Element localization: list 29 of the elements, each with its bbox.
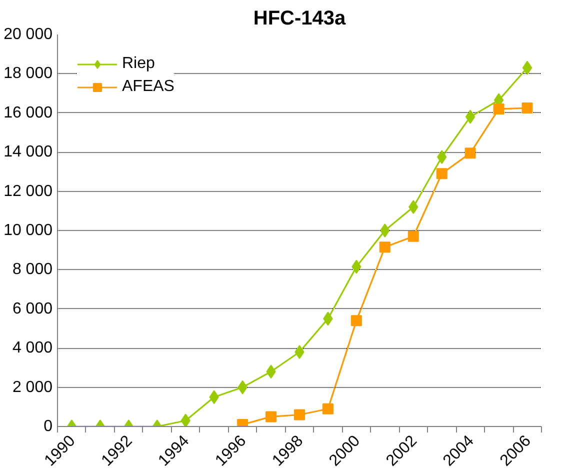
chart-title: HFC-143a — [253, 8, 347, 30]
point — [522, 60, 532, 75]
point — [294, 409, 305, 420]
y-tick-label: 2 000 — [12, 378, 53, 396]
y-tick-label: 10 000 — [4, 222, 53, 239]
point — [465, 110, 476, 124]
point — [408, 230, 419, 242]
legend-label: Riep — [122, 55, 155, 73]
point — [322, 403, 334, 414]
point — [266, 411, 277, 422]
y-tick-label: 4 000 — [12, 340, 53, 357]
point — [437, 150, 447, 164]
y-tick-label: 6 000 — [12, 300, 53, 318]
point — [180, 414, 190, 426]
point — [379, 242, 390, 253]
point — [380, 224, 390, 238]
y-tick-label: 0 — [44, 418, 53, 435]
point — [350, 315, 362, 326]
y-tick-label: 18 000 — [4, 65, 53, 82]
y-tick-label: 16 000 — [4, 104, 53, 122]
point — [436, 168, 448, 180]
y-tick-label: 20 000 — [4, 26, 53, 43]
y-tick-label: 14 000 — [4, 144, 53, 161]
point — [493, 103, 504, 114]
legend-label: AFEAS — [122, 78, 174, 96]
point — [522, 102, 533, 114]
y-tick-label: 8 000 — [12, 261, 53, 278]
y-tick-label: 12 000 — [4, 182, 53, 200]
point — [464, 148, 476, 159]
